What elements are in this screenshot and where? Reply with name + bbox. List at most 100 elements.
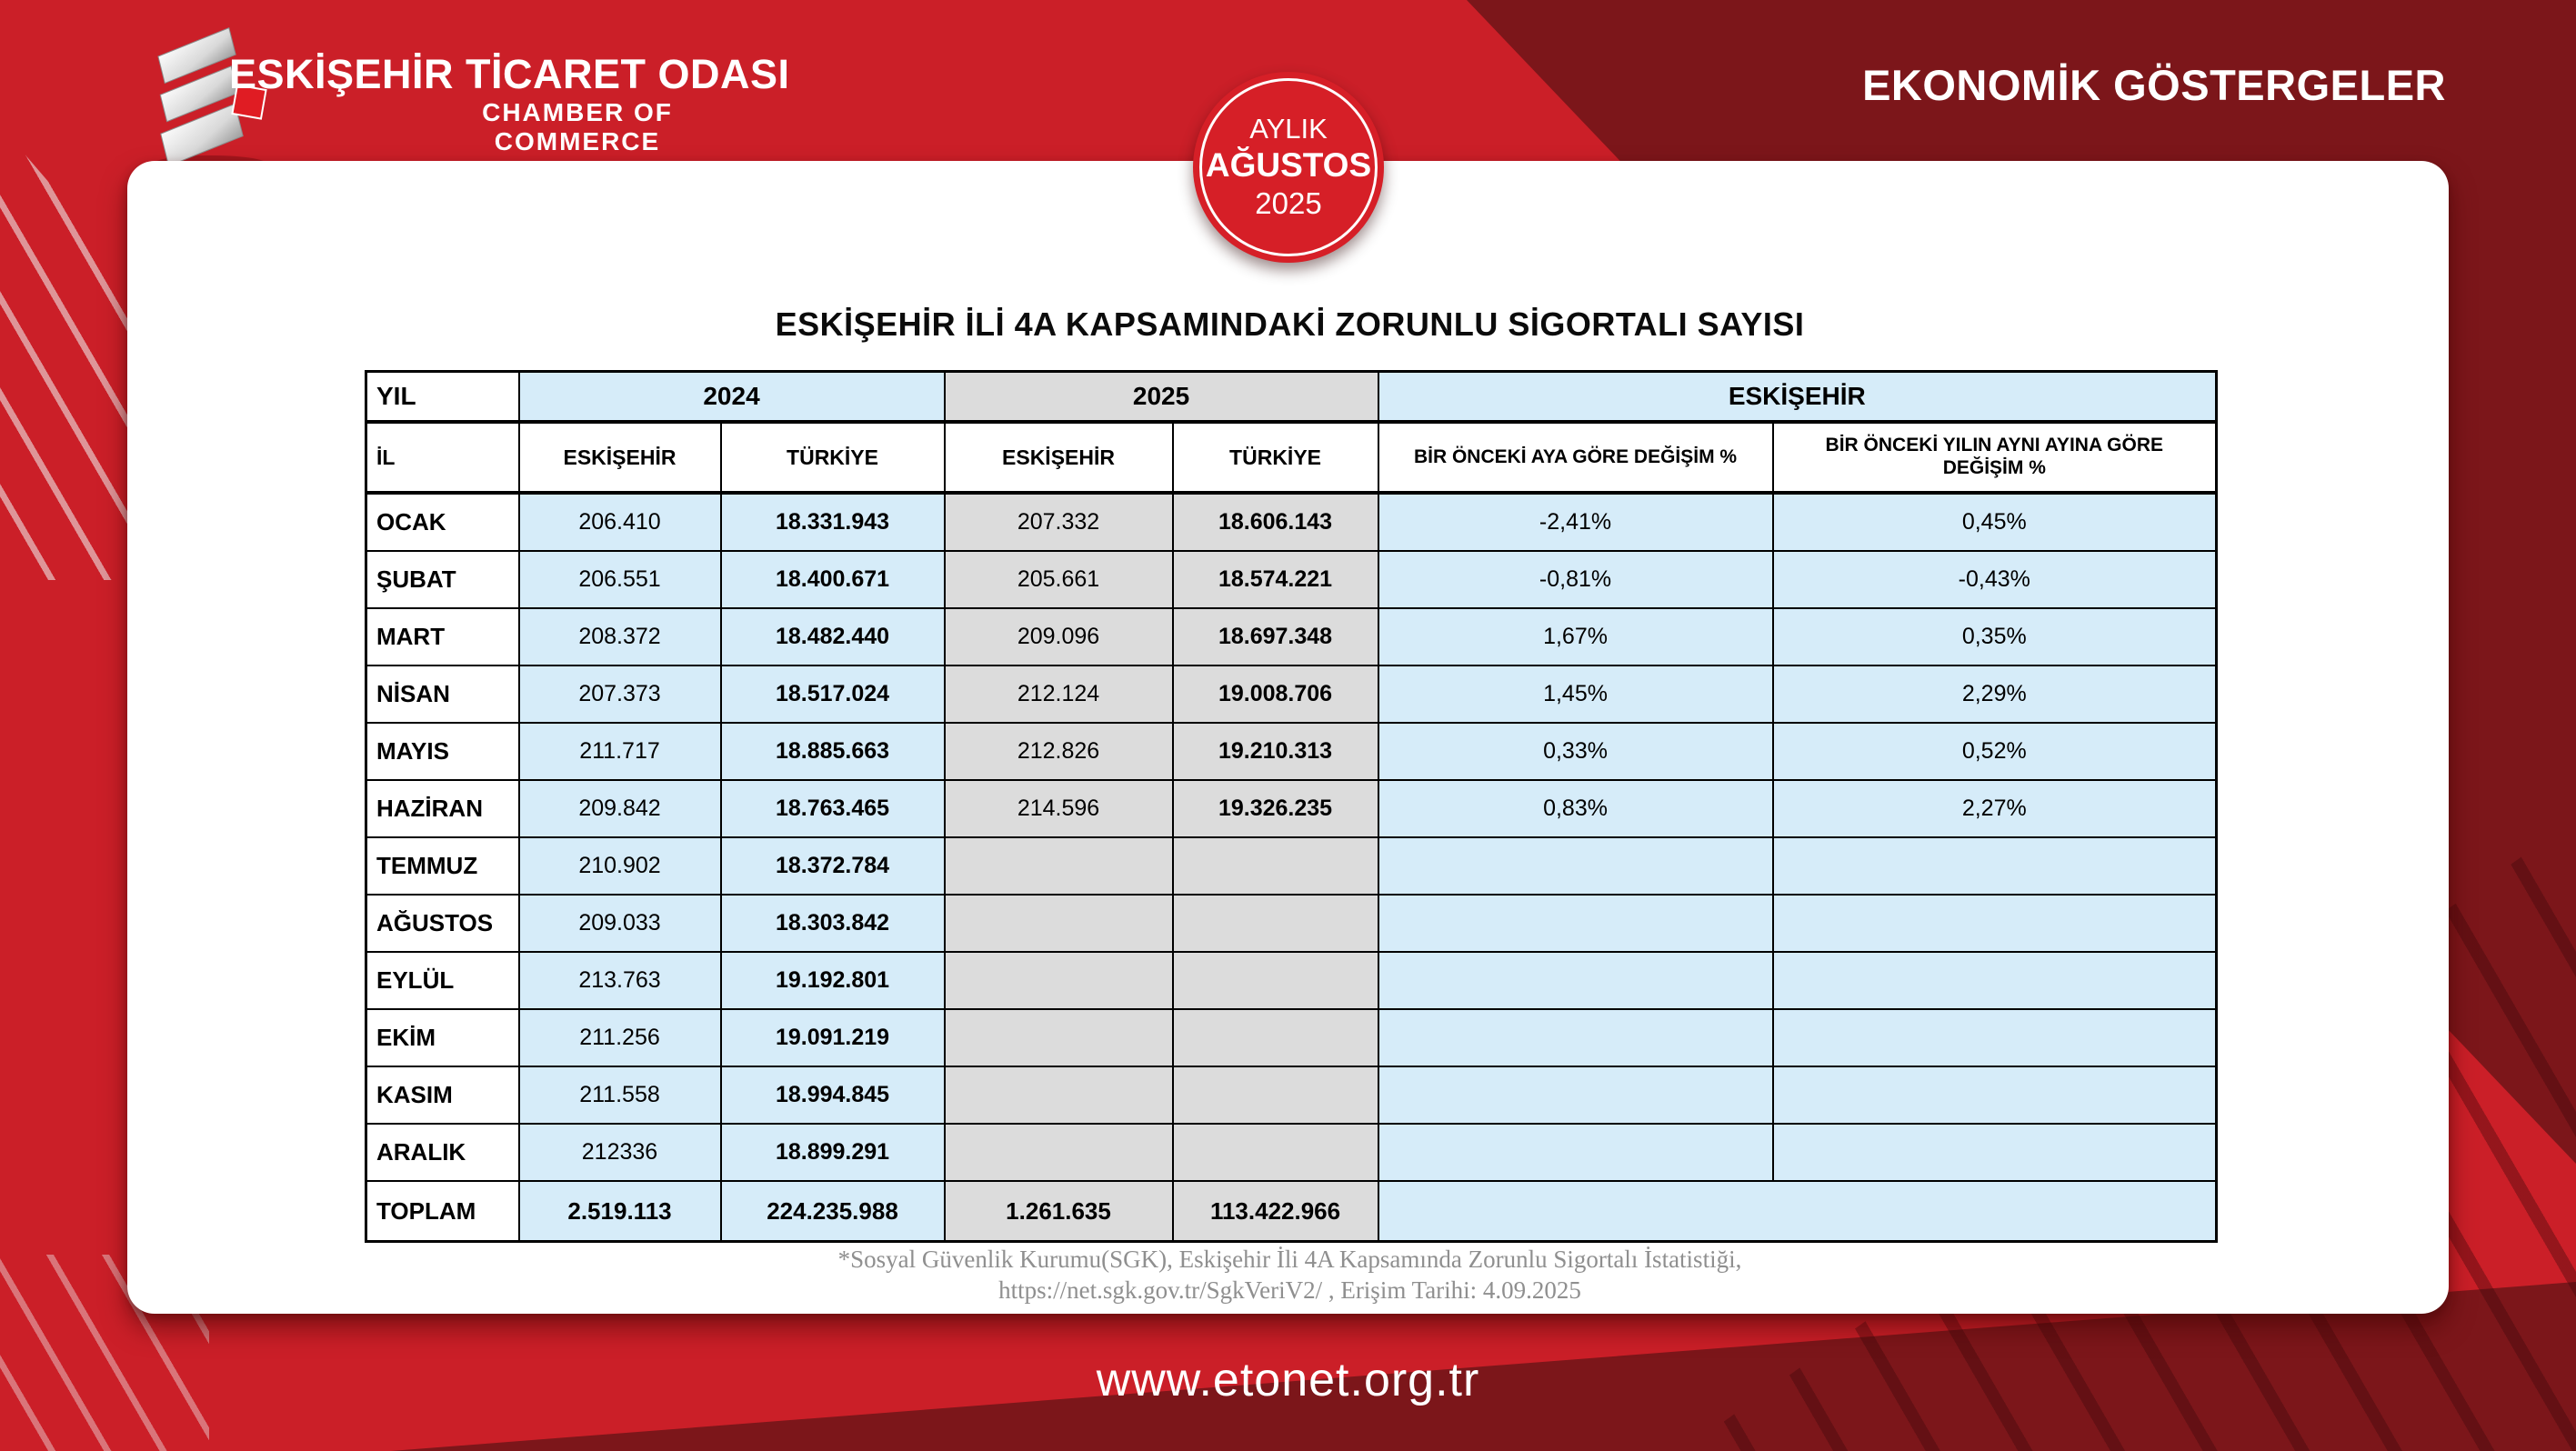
cell-tur_2025: 18.606.143 bbox=[1171, 492, 1379, 552]
cell-tur_2024: 18.899.291 bbox=[719, 1123, 946, 1182]
header-yil: YIL bbox=[365, 370, 520, 424]
table-total: TOPLAM 2.519.113 224.235.988 1.261.635 1… bbox=[365, 1180, 2218, 1243]
cell-esk_2025 bbox=[943, 1123, 1174, 1182]
header-il: İL bbox=[365, 421, 520, 495]
cell-tur_2025 bbox=[1171, 836, 1379, 896]
cell-yoy bbox=[1771, 894, 2218, 953]
cell-month: EYLÜL bbox=[365, 951, 520, 1010]
cell-yoy bbox=[1771, 1123, 2218, 1182]
cell-mom bbox=[1377, 951, 1774, 1010]
table-row: EYLÜL 213.763 19.192.801 bbox=[365, 951, 2218, 1010]
badge-year: 2025 bbox=[1255, 186, 1322, 220]
table-row: EKİM 211.256 19.091.219 bbox=[365, 1008, 2218, 1067]
cell-esk_2025: 209.096 bbox=[943, 607, 1174, 666]
org-subtitle: CHAMBER OF COMMERCE bbox=[482, 98, 673, 155]
cell-month: MART bbox=[365, 607, 520, 666]
cell-mom: -0,81% bbox=[1377, 550, 1774, 609]
cell-total-change bbox=[1377, 1180, 2218, 1243]
cell-tur_2025 bbox=[1171, 951, 1379, 1010]
cell-esk_2024: 211.717 bbox=[517, 722, 722, 781]
cell-esk_2024: 212336 bbox=[517, 1123, 722, 1182]
table-row: ŞUBAT 206.551 18.400.671 205.661 18.574.221-… bbox=[365, 550, 2218, 609]
header-esk-2024: ESKİŞEHİR bbox=[517, 421, 722, 495]
cell-esk_2024: 211.558 bbox=[517, 1066, 722, 1125]
cell-tur_2025 bbox=[1171, 1008, 1379, 1067]
header-tur-2025: TÜRKİYE bbox=[1171, 421, 1379, 495]
table-header-year-row: YIL 2024 2025 ESKİŞEHİR bbox=[365, 370, 2218, 424]
cell-month: HAZİRAN bbox=[365, 779, 520, 838]
cell-esk_2025 bbox=[943, 951, 1174, 1010]
header-group-eskisehir: ESKİŞEHİR bbox=[1377, 370, 2218, 424]
cell-yoy bbox=[1771, 951, 2218, 1010]
cell-mom bbox=[1377, 894, 1774, 953]
source-line-2: https://net.sgk.gov.tr/SgkVeriV2/ , Eriş… bbox=[998, 1276, 1581, 1304]
table-row: HAZİRAN 209.842 18.763.465 214.596 19.326.23… bbox=[365, 779, 2218, 838]
cell-tur_2024: 18.303.842 bbox=[719, 894, 946, 953]
cell-total-tur-2025: 113.422.966 bbox=[1171, 1180, 1379, 1243]
table-row: NİSAN 207.373 18.517.024 212.124 19.008.706 1… bbox=[365, 665, 2218, 724]
cell-esk_2024: 206.551 bbox=[517, 550, 722, 609]
cell-mom: 1,67% bbox=[1377, 607, 1774, 666]
table-row: AĞUSTOS 209.033 18.303.842 bbox=[365, 894, 2218, 953]
cell-mom: 1,45% bbox=[1377, 665, 1774, 724]
cell-mom bbox=[1377, 836, 1774, 896]
cell-esk_2024: 209.842 bbox=[517, 779, 722, 838]
cell-tur_2024: 19.091.219 bbox=[719, 1008, 946, 1067]
cell-esk_2024: 207.373 bbox=[517, 665, 722, 724]
cell-month: NİSAN bbox=[365, 665, 520, 724]
cell-esk_2024: 208.372 bbox=[517, 607, 722, 666]
insured-count-table: YIL 2024 2025 ESKİŞEHİR İL ESKİŞEHİR TÜR… bbox=[365, 370, 2219, 1243]
cell-mom bbox=[1377, 1066, 1774, 1125]
cell-tur_2024: 19.192.801 bbox=[719, 951, 946, 1010]
header-group-2024: 2024 bbox=[517, 370, 946, 424]
page-title: EKONOMİK GÖSTERGELER bbox=[1862, 61, 2446, 109]
cell-month: TEMMUZ bbox=[365, 836, 520, 896]
cell-esk_2025 bbox=[943, 894, 1174, 953]
cell-total-label: TOPLAM bbox=[365, 1180, 520, 1243]
cell-tur_2025 bbox=[1171, 1123, 1379, 1182]
cell-month: MAYIS bbox=[365, 722, 520, 781]
cell-tur_2024: 18.331.943 bbox=[719, 492, 946, 552]
cell-tur_2025: 18.697.348 bbox=[1171, 607, 1379, 666]
cell-tur_2024: 18.482.440 bbox=[719, 607, 946, 666]
cell-esk_2024: 213.763 bbox=[517, 951, 722, 1010]
cell-esk_2024: 209.033 bbox=[517, 894, 722, 953]
cell-esk_2025 bbox=[943, 1008, 1174, 1067]
table-header-col-row: İL ESKİŞEHİR TÜRKİYE ESKİŞEHİR TÜRKİYE B… bbox=[365, 421, 2218, 495]
header-group-2025: 2025 bbox=[943, 370, 1379, 424]
header-change-yoy: BİR ÖNCEKİ YILIN AYNI AYINA GÖRE DEĞİŞİM… bbox=[1771, 421, 2218, 495]
cell-tur_2024: 18.763.465 bbox=[719, 779, 946, 838]
cell-tur_2025: 19.008.706 bbox=[1171, 665, 1379, 724]
table-row: TEMMUZ 210.902 18.372.784 bbox=[365, 836, 2218, 896]
cell-esk_2025: 214.596 bbox=[943, 779, 1174, 838]
cell-month: ŞUBAT bbox=[365, 550, 520, 609]
cell-tur_2025: 19.210.313 bbox=[1171, 722, 1379, 781]
cell-month: KASIM bbox=[365, 1066, 520, 1125]
cell-esk_2024: 211.256 bbox=[517, 1008, 722, 1067]
cell-total-esk-2025: 1.261.635 bbox=[943, 1180, 1174, 1243]
cell-esk_2025 bbox=[943, 836, 1174, 896]
cell-esk_2024: 206.410 bbox=[517, 492, 722, 552]
cell-total-tur-2024: 224.235.988 bbox=[719, 1180, 946, 1243]
cell-yoy: 0,52% bbox=[1771, 722, 2218, 781]
cell-month: AĞUSTOS bbox=[365, 894, 520, 953]
cell-tur_2025: 19.326.235 bbox=[1171, 779, 1379, 838]
cell-month: OCAK bbox=[365, 492, 520, 552]
cell-yoy: 0,35% bbox=[1771, 607, 2218, 666]
table-body: OCAK 206.410 18.331.943 207.332 18.606.143 -2… bbox=[365, 492, 2218, 1182]
table-row: ARALIK 212336 18.899.291 bbox=[365, 1123, 2218, 1182]
website-link[interactable]: www.etonet.org.tr bbox=[1096, 1354, 1480, 1406]
badge-month: AĞUSTOS bbox=[1205, 146, 1372, 184]
cell-tur_2025: 18.574.221 bbox=[1171, 550, 1379, 609]
cell-yoy: 2,27% bbox=[1771, 779, 2218, 838]
cell-yoy bbox=[1771, 836, 2218, 896]
cell-yoy: 2,29% bbox=[1771, 665, 2218, 724]
table-row: OCAK 206.410 18.331.943 207.332 18.606.143 -2… bbox=[365, 492, 2218, 552]
cell-month: EKİM bbox=[365, 1008, 520, 1067]
cell-yoy bbox=[1771, 1066, 2218, 1125]
cell-esk_2024: 210.902 bbox=[517, 836, 722, 896]
header-change-mom: BİR ÖNCEKİ AYA GÖRE DEĞİŞİM % bbox=[1377, 421, 1774, 495]
cell-tur_2024: 18.400.671 bbox=[719, 550, 946, 609]
cell-tur_2024: 18.994.845 bbox=[719, 1066, 946, 1125]
cell-mom bbox=[1377, 1008, 1774, 1067]
